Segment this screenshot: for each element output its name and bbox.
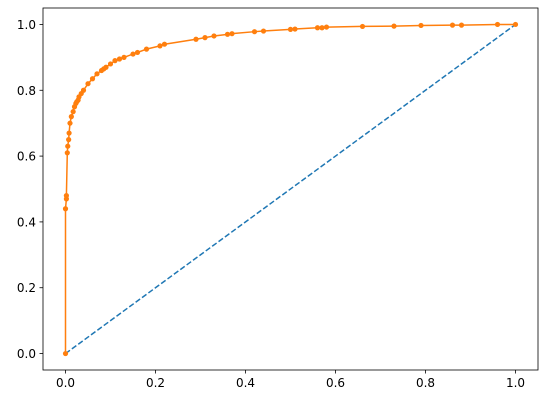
x-tick-label: 0.4 [236, 376, 255, 390]
series-1-point [143, 46, 150, 52]
y-tick-label: 0.6 [17, 150, 36, 164]
series-1-point [458, 22, 465, 28]
x-tick-label: 0.0 [56, 376, 75, 390]
x-tick-label: 0.8 [416, 376, 435, 390]
series-1-point [211, 33, 217, 39]
series-1-point [66, 130, 72, 136]
y-tick-label: 0.0 [17, 347, 36, 361]
y-axis-ticks: 0.0 0.2 0.4 0.6 0.8 1.0 [17, 18, 43, 361]
series-1-point [89, 76, 96, 82]
series-1-point [359, 23, 366, 30]
series-1-point [260, 28, 267, 34]
series-1-point [70, 109, 76, 115]
series-1-point [202, 35, 208, 41]
series-1-point [65, 143, 71, 149]
series-1-point [62, 206, 69, 212]
series-1-point [512, 21, 519, 28]
series-1-point [107, 61, 114, 67]
x-tick-label: 1.0 [506, 376, 525, 390]
series-1-point [103, 64, 109, 70]
series-1-point [157, 43, 163, 49]
series-1-point [63, 192, 69, 199]
series-1-point [449, 22, 456, 28]
series-1-point [94, 71, 100, 77]
series-1-point [418, 22, 424, 29]
series-1-point [161, 41, 168, 47]
series-1-point [62, 350, 69, 357]
series-1-point [67, 120, 73, 126]
series-1-point [251, 29, 258, 35]
series-0-line [65, 23, 516, 355]
series-1-point [292, 26, 298, 32]
series-1-point [319, 25, 325, 31]
series-1-point [121, 54, 127, 60]
series-1-point [391, 23, 397, 29]
series-1-point [229, 31, 235, 37]
series-1-point [112, 58, 118, 64]
x-tick-label: 0.6 [326, 376, 345, 390]
series-1-point [80, 87, 87, 93]
series-1-point [130, 51, 136, 57]
x-tick-label: 0.2 [146, 376, 165, 390]
series-layer [62, 21, 519, 357]
y-tick-label: 0.2 [17, 281, 36, 295]
series-1-point [314, 25, 321, 31]
plot-frame [42, 7, 539, 371]
series-1-point [68, 114, 74, 120]
series-1-point [66, 137, 72, 143]
series-1-point [494, 21, 501, 28]
y-tick-label: 0.4 [17, 215, 36, 229]
series-1-point [116, 56, 123, 62]
series-1-point [193, 36, 199, 42]
series-1-point [224, 31, 231, 37]
y-tick-label: 1.0 [17, 18, 36, 32]
series-1-point [323, 24, 330, 30]
series-1-point [64, 150, 70, 156]
x-axis-ticks: 0.0 0.2 0.4 0.6 0.8 1.0 [56, 370, 525, 390]
series-1-point [85, 81, 91, 87]
y-tick-label: 0.8 [17, 84, 36, 98]
series-1-point [134, 49, 141, 56]
series-1-point [287, 26, 294, 32]
